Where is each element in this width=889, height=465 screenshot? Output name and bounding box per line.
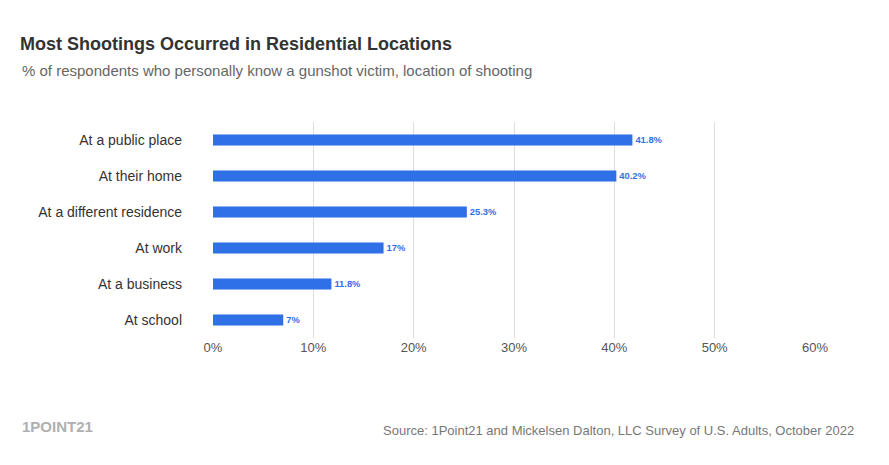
svg-text:10%: 10% [300, 340, 326, 355]
svg-text:At a public place: At a public place [79, 132, 182, 148]
svg-text:50%: 50% [702, 340, 728, 355]
svg-text:40.2%: 40.2% [619, 171, 646, 181]
svg-text:7%: 7% [286, 315, 300, 325]
svg-text:0%: 0% [204, 340, 223, 355]
svg-text:At a business: At a business [98, 276, 182, 292]
svg-text:Source: 1Point21 and Mickelsen: Source: 1Point21 and Mickelsen Dalton, L… [383, 423, 854, 438]
svg-text:30%: 30% [501, 340, 527, 355]
svg-text:At work: At work [135, 240, 183, 256]
svg-text:25.3%: 25.3% [470, 207, 497, 217]
svg-text:% of respondents who personall: % of respondents who personally know a g… [22, 62, 532, 79]
svg-text:60%: 60% [802, 340, 828, 355]
svg-text:At school: At school [124, 312, 182, 328]
svg-text:11.8%: 11.8% [334, 279, 361, 289]
svg-text:1POINT21: 1POINT21 [22, 418, 93, 435]
svg-text:Most Shootings Occurred in Res: Most Shootings Occurred in Residential L… [20, 34, 452, 54]
svg-text:41.8%: 41.8% [635, 135, 662, 145]
svg-text:At their home: At their home [99, 168, 182, 184]
svg-text:17%: 17% [387, 243, 406, 253]
svg-text:At a different residence: At a different residence [38, 204, 182, 220]
svg-text:20%: 20% [401, 340, 427, 355]
svg-text:40%: 40% [601, 340, 627, 355]
